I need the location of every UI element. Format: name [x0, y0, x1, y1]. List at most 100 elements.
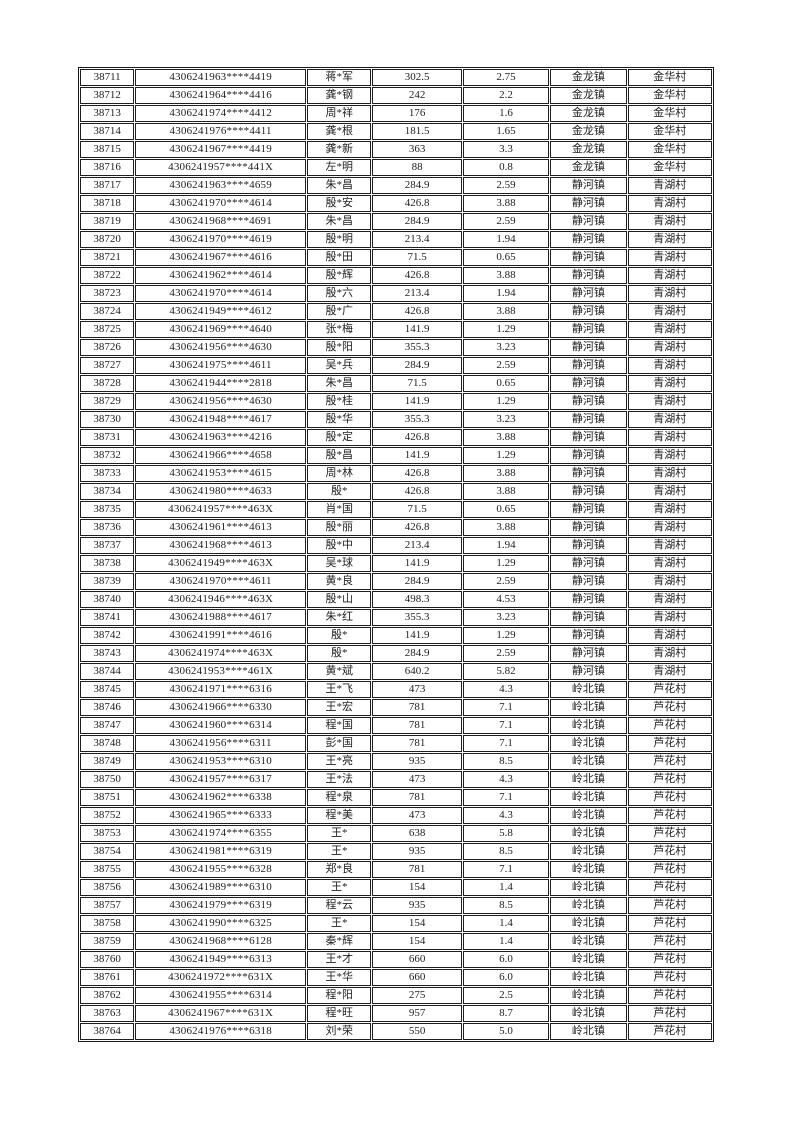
cell-id: 4306241970****4611 [135, 573, 307, 590]
table-row: 38726 4306241956****4630 殷*阳 355.3 3.23 静河镇 青湖… [80, 339, 712, 356]
cell-town: 静河镇 [550, 357, 627, 374]
cell-name: 殷*定 [307, 429, 372, 446]
cell-name: 朱*昌 [307, 375, 372, 392]
cell-serial: 38723 [80, 285, 135, 302]
cell-serial: 38721 [80, 249, 135, 266]
cell-village: 芦花村 [627, 987, 712, 1004]
cell-rate: 2.59 [462, 213, 550, 230]
cell-town: 静河镇 [550, 537, 627, 554]
cell-rate: 1.94 [462, 285, 550, 302]
cell-town: 金龙镇 [550, 69, 627, 86]
cell-town: 岭北镇 [550, 843, 627, 860]
cell-id: 4306241966****4658 [135, 447, 307, 464]
cell-town: 静河镇 [550, 483, 627, 500]
cell-id: 4306241944****2818 [135, 375, 307, 392]
cell-name: 王* [307, 843, 372, 860]
cell-serial: 38726 [80, 339, 135, 356]
cell-serial: 38719 [80, 213, 135, 230]
table-row: 38760 4306241949****6313 王*才 660 6.0 岭北镇 芦花村 [80, 951, 712, 968]
cell-amount: 71.5 [372, 249, 462, 266]
table-row: 38748 4306241956****6311 彭*国 781 7.1 岭北镇 芦花村 [80, 735, 712, 752]
table-row: 38729 4306241956****4630 殷*桂 141.9 1.29 静河镇 青湖… [80, 393, 712, 410]
cell-serial: 38731 [80, 429, 135, 446]
cell-rate: 7.1 [462, 735, 550, 752]
cell-rate: 7.1 [462, 789, 550, 806]
cell-town: 静河镇 [550, 555, 627, 572]
cell-name: 殷*安 [307, 195, 372, 212]
cell-village: 芦花村 [627, 933, 712, 950]
cell-rate: 1.29 [462, 627, 550, 644]
cell-name: 朱*红 [307, 609, 372, 626]
cell-amount: 660 [372, 951, 462, 968]
cell-rate: 6.0 [462, 969, 550, 986]
cell-serial: 38760 [80, 951, 135, 968]
cell-village: 青湖村 [627, 303, 712, 320]
cell-village: 芦花村 [627, 915, 712, 932]
cell-rate: 3.88 [462, 195, 550, 212]
cell-town: 岭北镇 [550, 717, 627, 734]
cell-village: 芦花村 [627, 681, 712, 698]
cell-amount: 473 [372, 771, 462, 788]
cell-rate: 0.8 [462, 159, 550, 176]
cell-name: 殷* [307, 483, 372, 500]
cell-id: 4306241974****4412 [135, 105, 307, 122]
table-row: 38763 4306241967****631X 程*旺 957 8.7 岭北镇 芦花村 [80, 1005, 712, 1022]
cell-name: 殷*中 [307, 537, 372, 554]
cell-village: 金华村 [627, 87, 712, 104]
cell-town: 静河镇 [550, 213, 627, 230]
cell-serial: 38743 [80, 645, 135, 662]
cell-name: 王* [307, 915, 372, 932]
table-row: 38743 4306241974****463X 殷* 284.9 2.59 静河镇 青湖村 [80, 645, 712, 662]
cell-serial: 38757 [80, 897, 135, 914]
cell-name: 肖*国 [307, 501, 372, 518]
cell-village: 芦花村 [627, 1023, 712, 1040]
cell-name: 彭*国 [307, 735, 372, 752]
cell-name: 程*旺 [307, 1005, 372, 1022]
cell-rate: 7.1 [462, 717, 550, 734]
cell-id: 4306241957****6317 [135, 771, 307, 788]
cell-id: 4306241968****6128 [135, 933, 307, 950]
cell-village: 青湖村 [627, 231, 712, 248]
cell-amount: 935 [372, 753, 462, 770]
cell-town: 金龙镇 [550, 141, 627, 158]
cell-village: 芦花村 [627, 807, 712, 824]
cell-rate: 4.53 [462, 591, 550, 608]
cell-village: 金华村 [627, 123, 712, 140]
table-row: 38753 4306241974****6355 王* 638 5.8 岭北镇 芦花村 [80, 825, 712, 842]
cell-village: 青湖村 [627, 663, 712, 680]
cell-id: 4306241974****6355 [135, 825, 307, 842]
cell-serial: 38732 [80, 447, 135, 464]
cell-id: 4306241960****6314 [135, 717, 307, 734]
cell-serial: 38725 [80, 321, 135, 338]
cell-serial: 38758 [80, 915, 135, 932]
cell-name: 王*亮 [307, 753, 372, 770]
cell-name: 殷*山 [307, 591, 372, 608]
cell-town: 金龙镇 [550, 123, 627, 140]
cell-town: 静河镇 [550, 447, 627, 464]
cell-rate: 2.2 [462, 87, 550, 104]
table-row: 38731 4306241963****4216 殷*定 426.8 3.88 静河镇 青湖… [80, 429, 712, 446]
cell-id: 4306241953****461X [135, 663, 307, 680]
table-row: 38721 4306241967****4616 殷*田 71.5 0.65 静河镇 青湖村 [80, 249, 712, 266]
cell-town: 静河镇 [550, 177, 627, 194]
table-row: 38745 4306241971****6316 王*飞 473 4.3 岭北镇 芦花村 [80, 681, 712, 698]
cell-id: 4306241949****463X [135, 555, 307, 572]
cell-serial: 38745 [80, 681, 135, 698]
cell-name: 蒋*军 [307, 69, 372, 86]
cell-id: 4306241966****6330 [135, 699, 307, 716]
cell-serial: 38763 [80, 1005, 135, 1022]
cell-serial: 38728 [80, 375, 135, 392]
cell-amount: 781 [372, 717, 462, 734]
cell-rate: 1.4 [462, 879, 550, 896]
cell-serial: 38752 [80, 807, 135, 824]
cell-name: 周*祥 [307, 105, 372, 122]
cell-name: 程*云 [307, 897, 372, 914]
cell-rate: 0.65 [462, 375, 550, 392]
cell-village: 金华村 [627, 105, 712, 122]
cell-town: 静河镇 [550, 411, 627, 428]
cell-serial: 38735 [80, 501, 135, 518]
cell-name: 殷*明 [307, 231, 372, 248]
cell-rate: 8.5 [462, 843, 550, 860]
table-row: 38732 4306241966****4658 殷*昌 141.9 1.29 静河镇 青湖… [80, 447, 712, 464]
